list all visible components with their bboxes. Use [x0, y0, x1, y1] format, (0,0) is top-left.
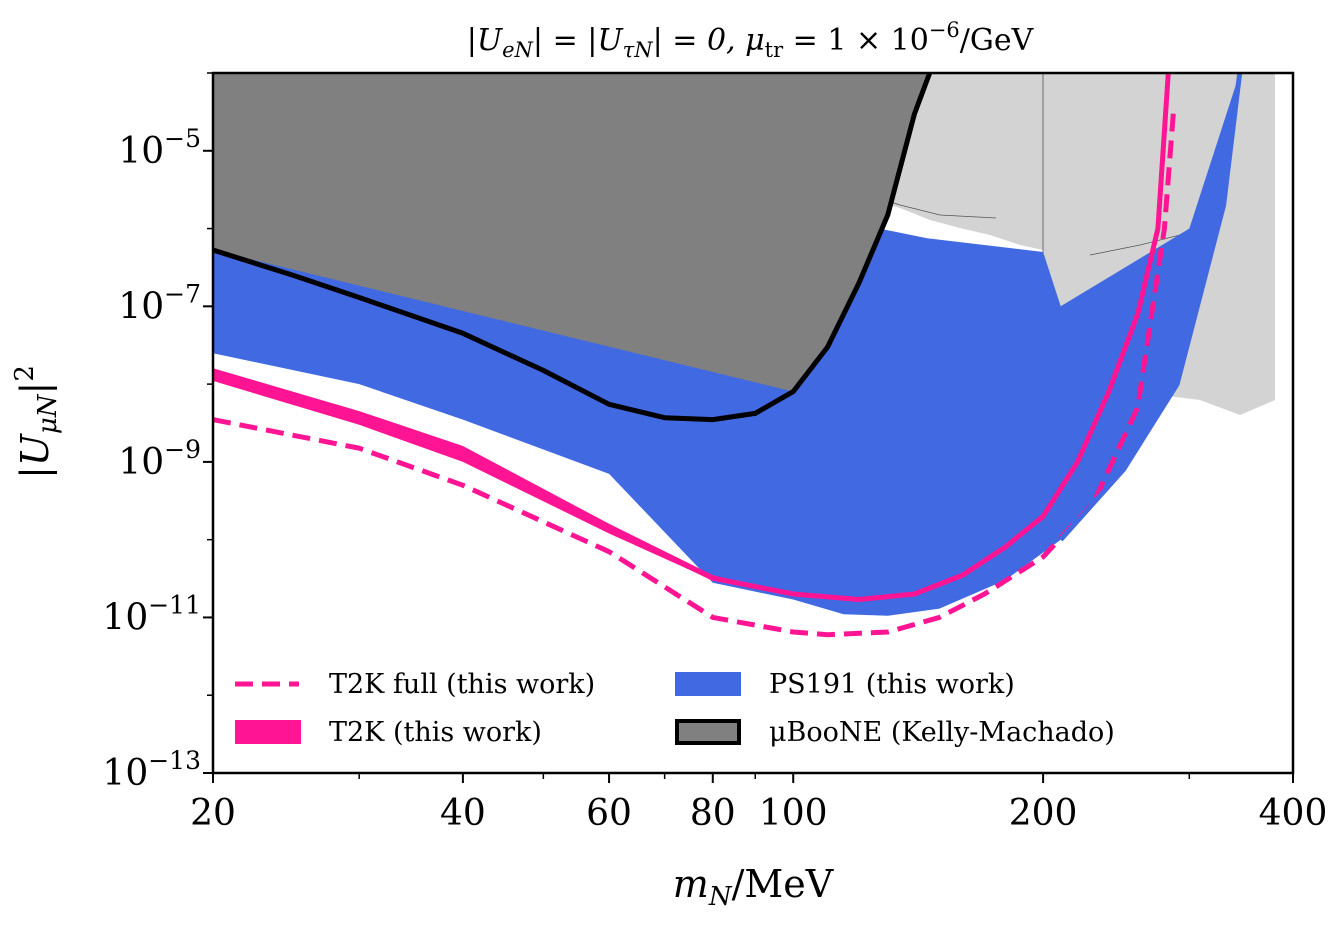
- ps191-region: [213, 73, 1240, 616]
- legend: T2K full (this work) PS191 (this work) T2K…: [235, 669, 1115, 748]
- x-tick-label: 20: [190, 793, 236, 834]
- title-part-4: = 1 × 10: [783, 23, 929, 58]
- t2k-band: [213, 368, 794, 594]
- legend-label: μBooNE (Kelly-Machado): [769, 717, 1115, 748]
- y-tick-exp: −5: [164, 124, 201, 153]
- title-part-2: | = |U: [533, 23, 624, 58]
- x-label-unit: /MeV: [732, 862, 834, 906]
- t2k-line: [213, 73, 1171, 603]
- uboone-layer: [213, 73, 930, 420]
- y-tick-exp: −11: [148, 590, 201, 619]
- chart-title: |UeN| = |UτN| = 0, μtr = 1 × 10−6/GeV: [467, 18, 1035, 62]
- title-sup-exp: −6: [929, 18, 960, 42]
- legend-item: μBooNE (Kelly-Machado): [675, 717, 1115, 748]
- y-label-part-1: |U: [13, 432, 57, 479]
- x-axis-label: mN/MeV: [673, 862, 834, 912]
- existing-bounds-mid: [662, 73, 1293, 773]
- legend-swatch-filled: [675, 672, 741, 696]
- existing-bounds-right-edge: [1275, 73, 1293, 773]
- x-label-var: m: [673, 862, 709, 906]
- y-tick-base: 10: [102, 753, 148, 794]
- y-tick-label: 10−11: [102, 590, 201, 638]
- ps191-layer: [213, 73, 1240, 616]
- t2k-full-dashed-line: [213, 113, 1176, 638]
- y-label-part-2: |: [13, 382, 57, 395]
- legend-swatch-outlined: [675, 719, 741, 745]
- t2k-layer: [213, 73, 1243, 638]
- title-sub-tr: tr: [765, 38, 784, 62]
- title-sub-en: eN: [502, 38, 533, 62]
- y-tick-base: 10: [102, 597, 148, 638]
- legend-label: T2K full (this work): [329, 669, 595, 700]
- x-label-sub: N: [708, 882, 733, 912]
- y-tick-exp: −9: [164, 435, 201, 464]
- y-tick-base: 10: [118, 286, 164, 327]
- y-tick-exp: −13: [148, 746, 201, 775]
- ps191-edge-line: [1058, 73, 1243, 542]
- legend-label: T2K (this work): [329, 717, 542, 748]
- x-tick-label: 80: [690, 793, 736, 834]
- legend-swatch-filled: [235, 720, 301, 744]
- y-axis-label: |UμN|2: [10, 365, 63, 479]
- title-part-3: | = 0, μ: [653, 23, 765, 58]
- y-tick-base: 10: [118, 131, 164, 172]
- x-tick-label: 40: [440, 793, 486, 834]
- title-sub-taun: τN: [623, 38, 654, 62]
- title-part-5: /GeV: [960, 23, 1035, 58]
- y-label-sub: μN: [33, 393, 63, 434]
- y-tick-exp: −7: [164, 279, 201, 308]
- x-tick-label: 200: [1009, 793, 1078, 834]
- plot-frame: [211, 71, 1295, 775]
- legend-label: PS191 (this work): [769, 669, 1015, 700]
- y-label-sup: 2: [10, 365, 40, 382]
- y-tick-label: 10−7: [118, 279, 201, 327]
- y-tick-label: 10−5: [118, 124, 201, 172]
- x-tick-label: 400: [1259, 793, 1328, 834]
- legend-item: PS191 (this work): [675, 669, 1015, 700]
- y-tick-base: 10: [118, 442, 164, 483]
- uboone-boundary: [213, 73, 933, 423]
- legend-item: T2K (this work): [235, 717, 542, 748]
- y-tick-label: 10−13: [102, 746, 201, 794]
- x-axis-ticks: 20 40 60 80 100 200 400: [190, 773, 1327, 834]
- x-tick-label: 100: [759, 793, 828, 834]
- x-tick-label: 60: [586, 793, 632, 834]
- plot-area: [213, 73, 1293, 773]
- y-tick-label: 10−9: [118, 435, 201, 483]
- legend-item: T2K full (this work): [235, 669, 595, 700]
- uboone-region: [213, 73, 930, 420]
- title-part-1: |U: [467, 23, 504, 58]
